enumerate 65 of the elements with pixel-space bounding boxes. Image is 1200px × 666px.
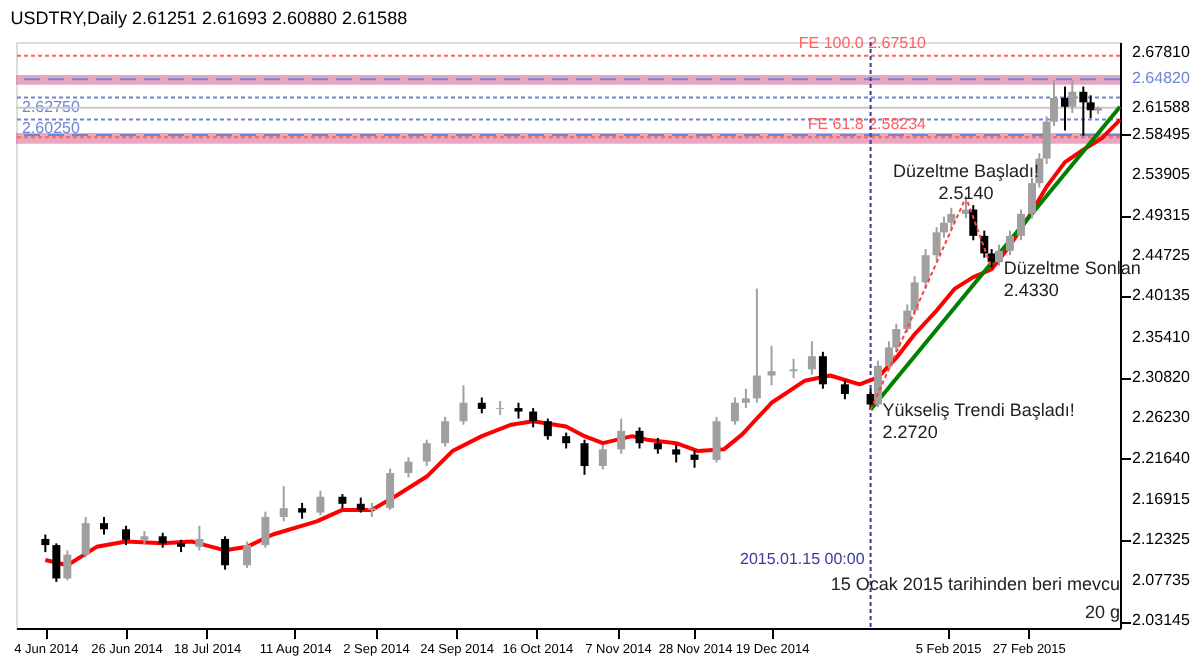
candlestick — [767, 344, 776, 387]
chart-title: USDTRY,Daily 2.61251 2.61693 2.60880 2.61588 — [10, 7, 408, 28]
candlestick — [195, 524, 204, 552]
candlestick — [840, 378, 849, 401]
candlestick — [712, 415, 721, 464]
candlestick — [543, 417, 552, 441]
candlestick — [580, 438, 589, 476]
y-tick-label: 2.16915 — [1132, 490, 1191, 509]
candlestick — [122, 524, 131, 547]
candlestick — [422, 438, 431, 468]
candlestick — [1060, 85, 1069, 132]
candlestick — [752, 287, 761, 404]
candlestick — [789, 357, 798, 380]
y-tick-label: 2.35410 — [1132, 327, 1191, 346]
candlestick — [741, 387, 750, 410]
y-tick-label: 2.26230 — [1132, 408, 1191, 427]
y-tick-label: 2.53905 — [1132, 165, 1191, 184]
y-tick-label: 2.07735 — [1132, 570, 1191, 589]
candlestick — [496, 400, 505, 417]
ref-line-label: FE 61.8 2.58234 — [807, 115, 928, 134]
y-tick-label: 2.49315 — [1132, 205, 1191, 224]
y-tick-label: 2.03145 — [1132, 611, 1191, 630]
y-tick-label: 2.21640 — [1132, 448, 1191, 467]
candlestick — [1068, 78, 1077, 114]
ref-line-label: 2.61588 — [1132, 97, 1191, 116]
annotation: Düzeltme Başladı! 2.5140 — [892, 161, 1039, 204]
candlestick — [947, 206, 956, 230]
candlestick — [221, 535, 230, 571]
annotation: 15 Ocak 2015 tarihinden beri mevcu — [830, 574, 1120, 594]
candlestick — [243, 540, 252, 569]
y-tick-label: 2.40135 — [1132, 286, 1191, 305]
candlestick — [63, 549, 72, 582]
candlestick — [386, 467, 395, 511]
candlestick — [994, 243, 1003, 267]
candlestick — [617, 417, 626, 455]
candlestick — [807, 340, 816, 376]
ref-line-label: 2015.01.15 00:00 — [740, 550, 866, 568]
annotation: 20 g — [1084, 602, 1120, 622]
y-tick-label: 2.12325 — [1132, 530, 1191, 549]
ref-line-label: 2.60250 — [22, 119, 81, 138]
candlestick — [1016, 208, 1025, 242]
ref-line-label: 2.64820 — [1132, 69, 1191, 88]
y-tick-label: 2.58495 — [1132, 124, 1191, 143]
candlestick — [441, 415, 450, 448]
annotation: Yükseliş Trendi Başladı! 2.2720 — [882, 399, 1075, 442]
candlestick — [316, 489, 325, 517]
candlestick — [52, 542, 61, 583]
y-tick-label: 2.30820 — [1132, 368, 1191, 386]
candlestick — [818, 350, 827, 390]
candlestick — [921, 248, 930, 290]
candlestick — [598, 443, 607, 471]
candlestick — [529, 407, 538, 429]
candlestick — [873, 359, 882, 409]
candlestick — [279, 485, 288, 523]
candlestick — [730, 396, 739, 426]
candlestick — [261, 510, 270, 549]
candlestick — [459, 384, 468, 426]
candlestick — [1005, 229, 1014, 257]
candlestick — [1079, 85, 1088, 137]
ref-line-label: FE 100.0 2.67510 — [798, 33, 928, 52]
candlestick — [81, 515, 90, 559]
candlestick — [404, 456, 413, 479]
y-tick-label: 2.67810 — [1132, 43, 1191, 62]
y-tick-label: 2.44725 — [1132, 245, 1191, 264]
candlestick — [635, 426, 644, 450]
